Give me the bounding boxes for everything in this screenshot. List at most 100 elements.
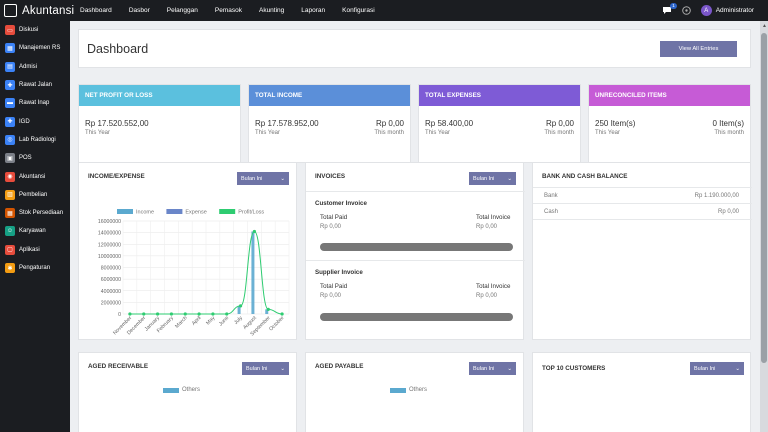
chevron-down-icon: ⌄ [735, 365, 740, 372]
sidebar-item-label: Admisi [19, 63, 38, 70]
sidebar-item-pos[interactable]: ▣ POS [0, 149, 70, 167]
sidebar-item-label: POS [19, 155, 32, 162]
chat-icon [662, 7, 671, 14]
sidebar-item-diskusi[interactable]: ▭ Diskusi [0, 21, 70, 39]
legend-label: Profit/Loss [238, 210, 264, 216]
period-dropdown[interactable]: Bulan Ini ⌄ [690, 362, 744, 375]
nav-pemasok[interactable]: Pemasok [214, 7, 242, 14]
card-header: UNRECONCILED ITEMS [589, 85, 750, 106]
bed-icon: ▬ [5, 98, 15, 109]
sidebar-item-label: Akuntansi [19, 173, 46, 180]
chevron-down-icon: ⌄ [507, 365, 512, 372]
scroll-up-icon[interactable]: ▲ [762, 23, 767, 29]
sidebar-item-lab-radiologi[interactable]: ◎ Lab Radiologi [0, 131, 70, 149]
divider [533, 203, 752, 204]
y-tick-label: 6000000 [101, 277, 121, 283]
sidebar-item-label: Pembelian [19, 191, 48, 198]
y-tick-label: 10000000 [98, 254, 121, 260]
sidebar-item-karyawan[interactable]: ☺ Karyawan [0, 222, 70, 240]
profit-loss-point [183, 312, 187, 316]
y-tick-label: 14000000 [98, 231, 121, 237]
bar-income [265, 309, 269, 314]
top-right: 1 A Administrator [662, 0, 754, 21]
panel-title: INCOME/EXPENSE [88, 173, 145, 180]
period-dropdown[interactable]: Bulan Ini ⌄ [242, 362, 289, 375]
period-dropdown[interactable]: Bulan Ini ⌄ [469, 172, 516, 185]
panel-title: BANK AND CASH BALANCE [542, 173, 628, 180]
avatar: A [700, 5, 712, 16]
chevron-down-icon: ⌄ [280, 365, 285, 372]
dashboard-header: Dashboard View All Entries [78, 29, 751, 68]
emergency-icon: ✚ [5, 116, 15, 127]
nav-dashboard[interactable]: Dashboard [80, 7, 112, 14]
sidebar-item-stok-persediaan[interactable]: ▦ Stok Persediaan [0, 204, 70, 222]
chat-button[interactable]: 1 [662, 3, 677, 15]
nav-konfigurasi[interactable]: Konfigurasi [342, 7, 375, 14]
sidebar-item-label: Manajemen RS [19, 45, 61, 52]
chevron-down-icon: ⌄ [280, 175, 285, 182]
nav-dasbor[interactable]: Dasbor [128, 7, 150, 14]
card-value: 250 Item(s) [595, 119, 636, 128]
card-period: This Year [425, 130, 451, 136]
bank-label: Bank [544, 193, 558, 199]
sidebar-item-pembelian[interactable]: ▥ Pembelian [0, 186, 70, 204]
x-tick-label: May [205, 315, 216, 326]
period-dropdown[interactable]: Bulan Ini ⌄ [469, 362, 516, 375]
pos-icon: ▣ [5, 153, 15, 164]
profit-loss-point [128, 312, 132, 316]
card-value-month: 0 Item(s) [712, 119, 744, 128]
help-icon[interactable] [681, 6, 691, 15]
customer-total-paid-value: Rp 0,00 [320, 224, 342, 230]
card-total-expenses: TOTAL EXPENSES Rp 58.400,00 This Year Rp… [418, 84, 581, 163]
sidebar-item-igd[interactable]: ✚ IGD [0, 112, 70, 130]
sidebar-item-pengaturan[interactable]: ✱ Pengaturan [0, 259, 70, 277]
divider [306, 191, 525, 192]
sidebar-item-rawat-jalan[interactable]: ✚ Rawat Jalan [0, 76, 70, 94]
supplier-total-invoice-value: Rp 0,00 [476, 293, 498, 299]
brand[interactable]: Akuntansi [4, 3, 74, 18]
lab-icon: ◎ [5, 134, 15, 145]
top-nav: Dashboard Dasbor Pelanggan Pemasok Akunt… [80, 0, 392, 21]
card-value: Rp 58.400,00 [425, 119, 474, 128]
card-period: This Year [85, 130, 111, 136]
supplier-total-paid-label: Total Paid [320, 283, 348, 290]
period-dropdown[interactable]: Bulan Ini ⌄ [237, 172, 289, 185]
top-customers-panel: TOP 10 CUSTOMERS Bulan Ini ⌄ [532, 352, 751, 432]
income-expense-chart: Income Expense Profit/Loss 0 2000000 4000000 6… [98, 209, 290, 337]
card-period-month: This month [544, 130, 574, 136]
period-dropdown-label: Bulan Ini [241, 175, 263, 182]
user-menu[interactable]: A Administrator [700, 5, 754, 16]
sidebar-item-akuntansi[interactable]: ◉ Akuntansi [0, 167, 70, 185]
invoices-panel: INVOICES Bulan Ini ⌄ Customer Invoice Tot… [305, 162, 525, 340]
sidebar-item-manajemen-rs[interactable]: ▦ Manajemen RS [0, 39, 70, 57]
nav-laporan[interactable]: Laporan [301, 7, 326, 14]
customer-invoice-progress [320, 243, 513, 251]
sidebar-item-admisi[interactable]: ▤ Admisi [0, 58, 70, 76]
sidebar-item-rawat-inap[interactable]: ▬ Rawat Inap [0, 94, 70, 112]
page-scrollbar[interactable]: ▲ [760, 21, 768, 432]
nav-pelanggan[interactable]: Pelanggan [166, 7, 198, 14]
accounting-icon: ◉ [5, 171, 15, 182]
sidebar-item-aplikasi[interactable]: ▢ Aplikasi [0, 241, 70, 259]
divider [306, 260, 525, 261]
profit-loss-point [238, 304, 243, 308]
view-all-entries-button[interactable]: View All Entries [660, 41, 737, 57]
legend-swatch [163, 387, 179, 393]
bar-income [237, 305, 241, 314]
page-title: Dashboard [87, 42, 149, 56]
customer-total-invoice-value: Rp 0,00 [476, 224, 498, 230]
y-tick-label: 2000000 [101, 300, 121, 306]
panel-title: AGED RECEIVABLE [88, 363, 149, 370]
legend: Others [390, 387, 427, 393]
profit-loss-point [169, 312, 174, 316]
card-unreconciled: UNRECONCILED ITEMS 250 Item(s) This Year… [588, 84, 751, 163]
profit-loss-point [280, 312, 284, 316]
supplier-total-invoice-label: Total Invoice [476, 283, 511, 290]
nav-akunting[interactable]: Akunting [258, 7, 285, 14]
card-header: TOTAL EXPENSES [419, 85, 580, 106]
scrollbar-thumb[interactable] [761, 33, 767, 363]
cash-label: Cash [544, 209, 559, 215]
y-tick-label: 12000000 [98, 242, 121, 248]
divider [533, 187, 752, 188]
sidebar-item-label: IGD [19, 118, 30, 125]
